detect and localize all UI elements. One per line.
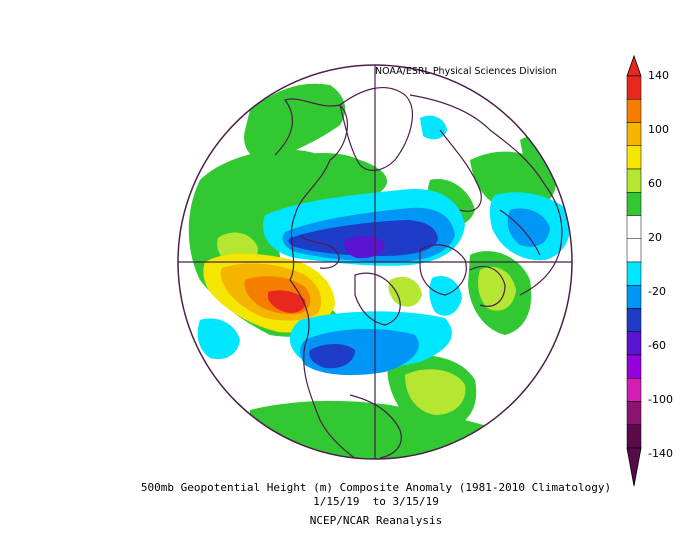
- caption-title: 500mb Geopotential Height (m) Composite …: [140, 481, 612, 494]
- caption-source: NCEP/NCAR Reanalysis: [309, 514, 443, 527]
- anomaly-cyan-europe: [429, 276, 462, 316]
- coastlines: [274, 86, 563, 459]
- colorbar-swatch: [626, 192, 642, 216]
- colorbar-label: -140: [648, 447, 673, 460]
- colorbar-label: -20: [648, 285, 666, 298]
- colorbar-swatch: [626, 354, 642, 379]
- anomaly-red-ridge: [268, 290, 306, 313]
- colorbar-swatch: [626, 424, 642, 449]
- colorbar-swatch: [626, 99, 642, 123]
- anomaly-lime-europe: [478, 266, 516, 311]
- anomaly-lime-atlantic: [405, 369, 466, 415]
- anomaly-cyan-pacific-small: [197, 318, 240, 360]
- colorbar-swatch: [626, 378, 642, 402]
- colorbar-swatch: [626, 308, 642, 332]
- colorbar-swatch: [626, 145, 642, 170]
- anomaly-blue-asia: [507, 208, 550, 247]
- colorbar-swatch: [626, 75, 642, 100]
- colorbar-swatch: [626, 401, 642, 425]
- colorbar-swatch: [626, 238, 642, 263]
- colorbar-bottom-arrow: [626, 447, 642, 487]
- colorbar-swatch: [626, 215, 642, 239]
- colorbar-label: 20: [648, 231, 662, 244]
- colorbar-label: -60: [648, 339, 666, 352]
- colorbar: [626, 54, 642, 487]
- colorbar-swatch: [626, 285, 642, 309]
- anomaly-green-arctic: [244, 83, 346, 161]
- credit-text: NOAA/ESRL Physical Sciences Division: [375, 66, 557, 77]
- colorbar-swatch: [626, 331, 642, 356]
- colorbar-label: 60: [648, 177, 662, 190]
- caption-dates: 1/15/19 to 3/15/19: [313, 495, 439, 508]
- colorbar-label: 140: [648, 69, 669, 82]
- colorbar-swatch: [626, 168, 642, 193]
- colorbar-swatch: [626, 261, 642, 286]
- colorbar-label: 100: [648, 123, 669, 136]
- anomaly-green-canada: [275, 153, 387, 204]
- colorbar-label: -100: [648, 393, 673, 406]
- anomaly-darkblue-atlantic: [309, 344, 355, 369]
- anomaly-lime-central: [388, 276, 422, 307]
- colorbar-top-arrow: [626, 54, 642, 77]
- anomaly-cyan-greenland: [420, 115, 447, 140]
- colorbar-swatch: [626, 122, 642, 146]
